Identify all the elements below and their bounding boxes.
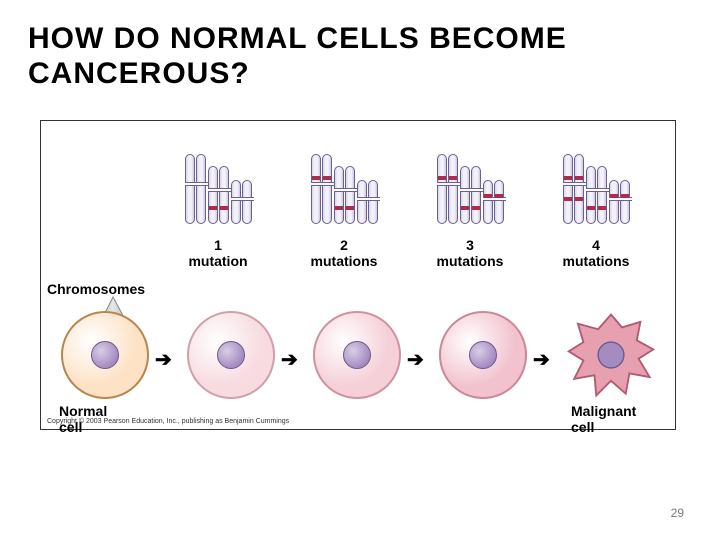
- page-number: 29: [671, 506, 684, 520]
- mutation-count-label: 1mutation: [163, 237, 273, 269]
- mutation-count-label: 4mutations: [541, 237, 651, 269]
- malignant-cell-label: Malignant cell: [571, 403, 661, 435]
- progression-arrow-icon: ➔: [407, 347, 424, 372]
- cell-row: [41, 311, 675, 401]
- chromosome-row: 1mutation2mutations3mutations4mutations: [41, 129, 675, 224]
- cell-stage-0: [61, 311, 149, 399]
- cell-stage-2: [313, 311, 401, 399]
- page-title: HOW DO NORMAL CELLS BECOME CANCEROUS?: [0, 0, 720, 91]
- chromosome-stage-3: 3mutations: [415, 129, 525, 224]
- mutation-count-label: 3mutations: [415, 237, 525, 269]
- diagram-figure: Chromosomes 1mutation2mutations3mutation…: [40, 120, 676, 430]
- mutation-count-label: 2mutations: [289, 237, 399, 269]
- progression-arrow-icon: ➔: [281, 347, 298, 372]
- progression-arrow-icon: ➔: [155, 347, 172, 372]
- copyright-text: Copyright © 2003 Pearson Education, Inc.…: [47, 418, 289, 425]
- cell-stage-1: [187, 311, 275, 399]
- chromosome-stage-4: 4mutations: [541, 129, 651, 224]
- progression-arrow-icon: ➔: [533, 347, 550, 372]
- chromosome-stage-2: 2mutations: [289, 129, 399, 224]
- chromosome-stage-1: 1mutation: [163, 129, 273, 224]
- cell-stage-3: [439, 311, 527, 399]
- malignant-cell: [565, 309, 657, 399]
